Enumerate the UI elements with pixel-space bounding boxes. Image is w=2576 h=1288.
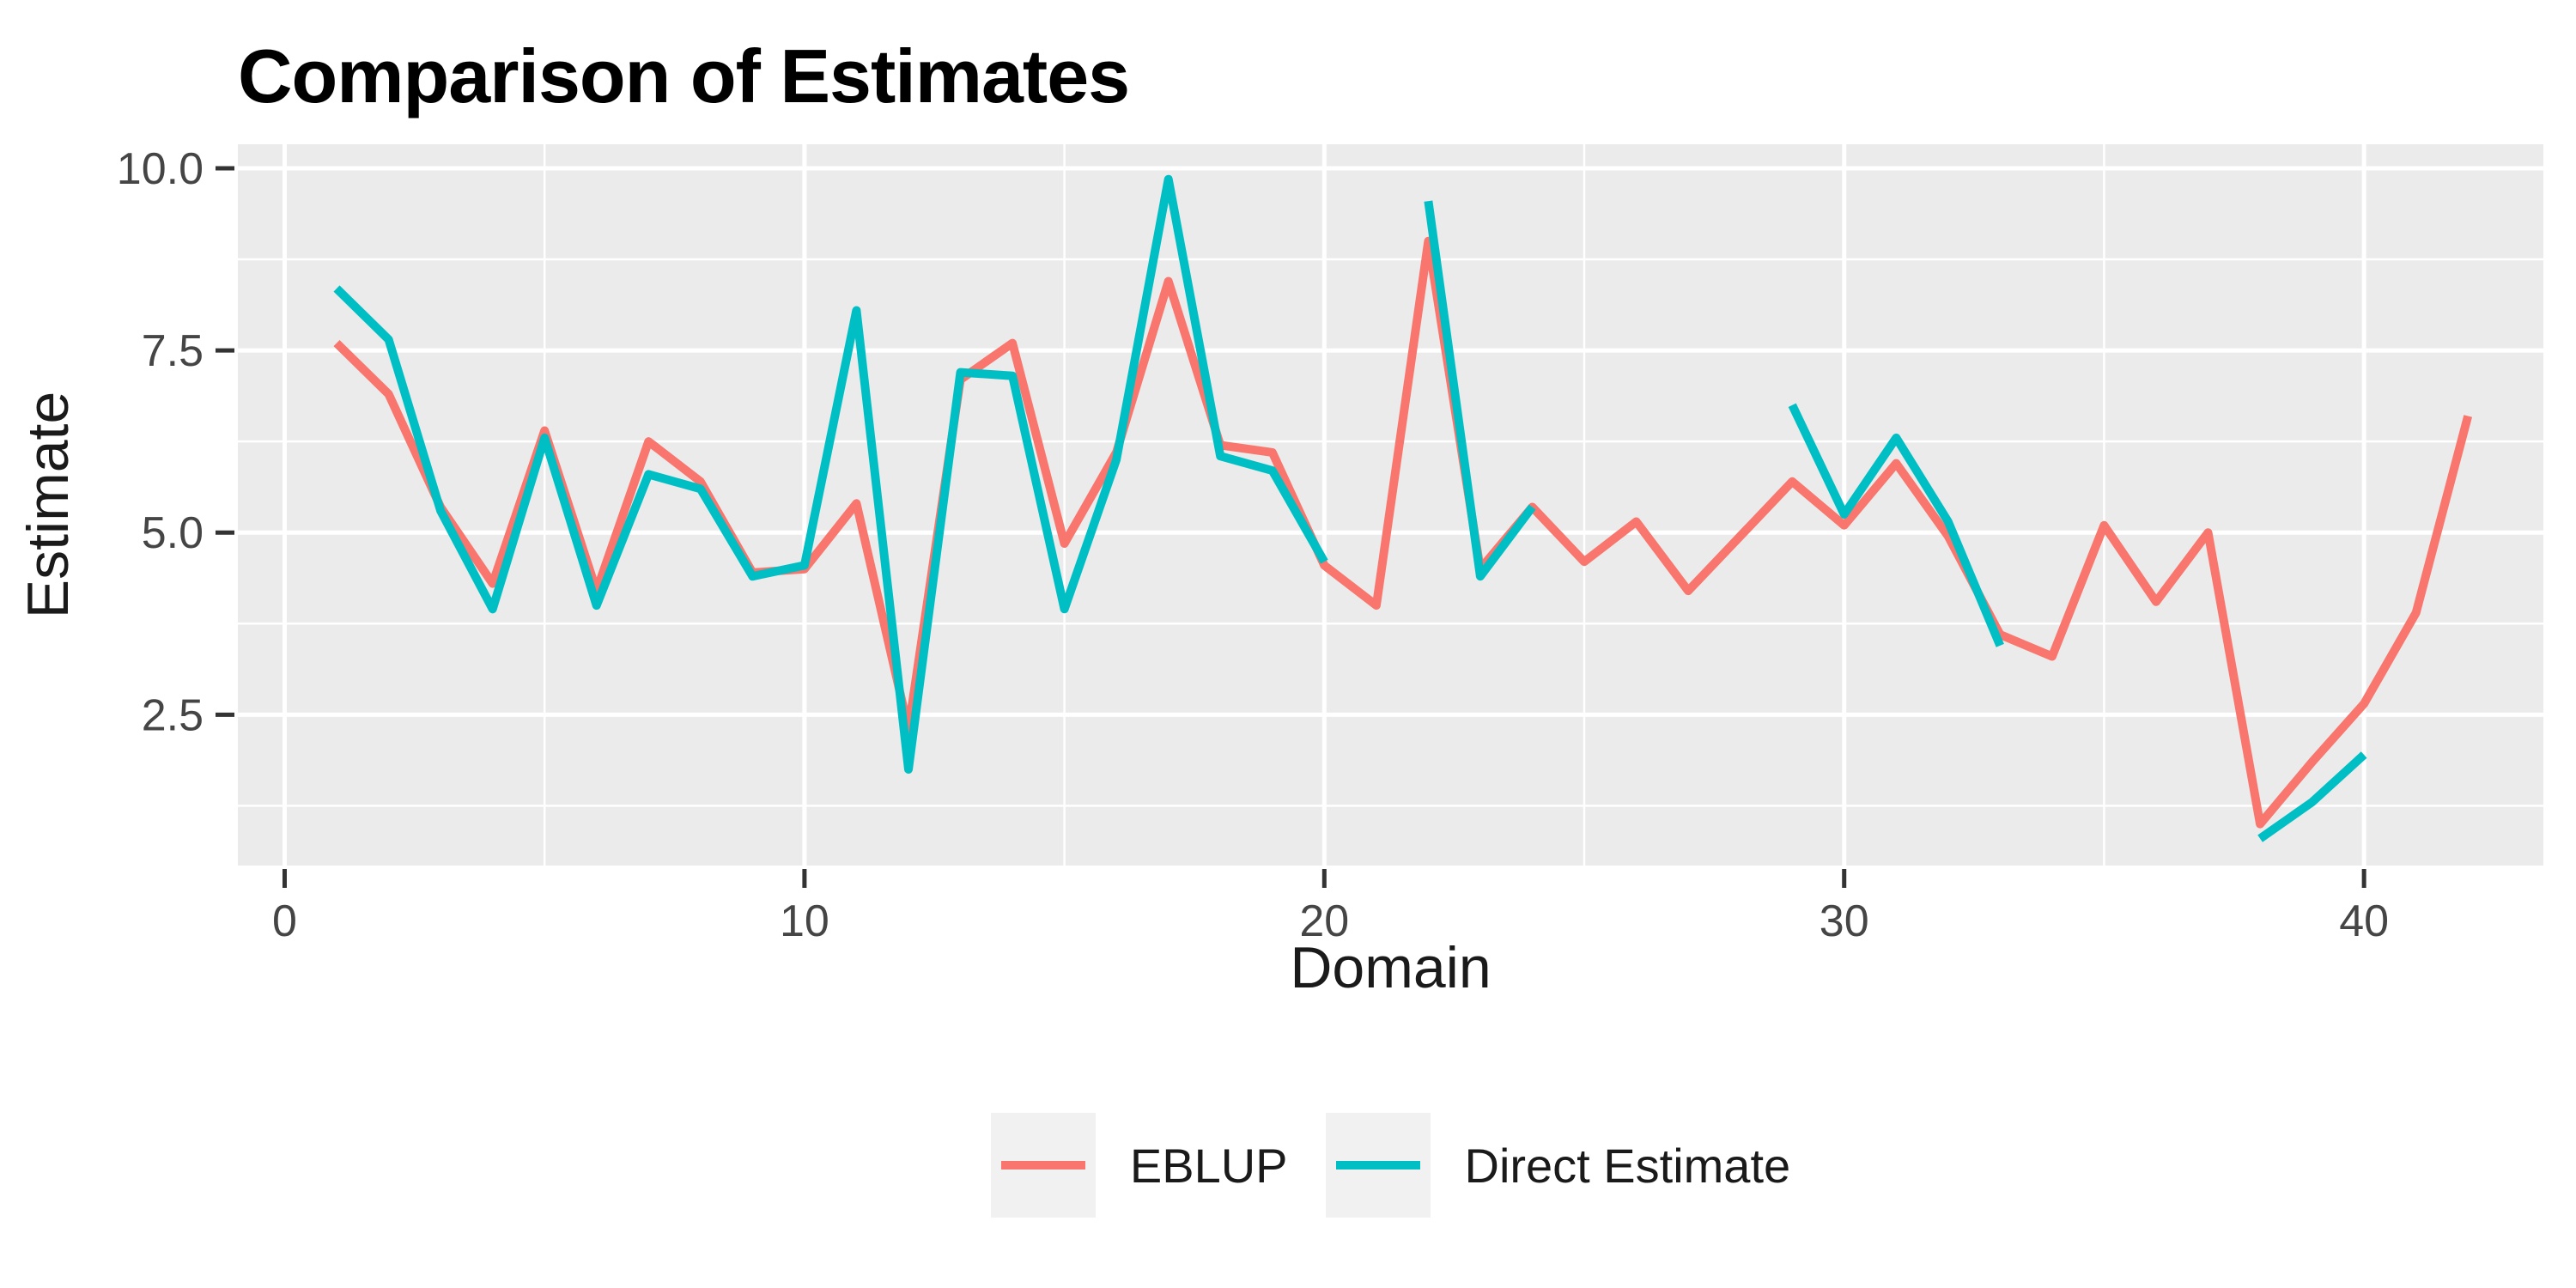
x-tick-label-0: 0: [272, 896, 297, 946]
y-tick-label-7.5: 7.5: [142, 326, 204, 376]
legend-key-eblup: [990, 1113, 1096, 1218]
y-tick-label-5.0: 5.0: [142, 508, 204, 558]
x-tick-label-20: 20: [1299, 896, 1349, 946]
legend-label-eblup: EBLUP: [1129, 1138, 1288, 1193]
y-tick-label-10.0: 10.0: [117, 144, 204, 194]
legend-item-eblup: EBLUP: [990, 1113, 1288, 1218]
legend-key-line-eblup: [1000, 1161, 1085, 1170]
y-axis-title: Estimate: [15, 391, 81, 619]
y-tick-label-2.5: 2.5: [142, 690, 204, 740]
legend: EBLUP Direct Estimate: [238, 1113, 2543, 1218]
legend-label-direct-estimate: Direct Estimate: [1464, 1138, 1791, 1193]
legend-key-line-direct-estimate: [1335, 1161, 1420, 1170]
x-tick-label-30: 30: [1820, 896, 1869, 946]
series-line-direct-estimate: [333, 174, 2367, 842]
chart-title: Comparison of Estimates: [238, 33, 1130, 118]
x-axis-title: Domain: [1290, 935, 1492, 1000]
legend-key-direct-estimate: [1325, 1113, 1431, 1218]
x-tick-label-40: 40: [2339, 896, 2389, 946]
legend-item-direct-estimate: Direct Estimate: [1325, 1113, 1791, 1218]
series-line-eblup: [333, 236, 2473, 829]
x-tick-label-10: 10: [780, 896, 829, 946]
